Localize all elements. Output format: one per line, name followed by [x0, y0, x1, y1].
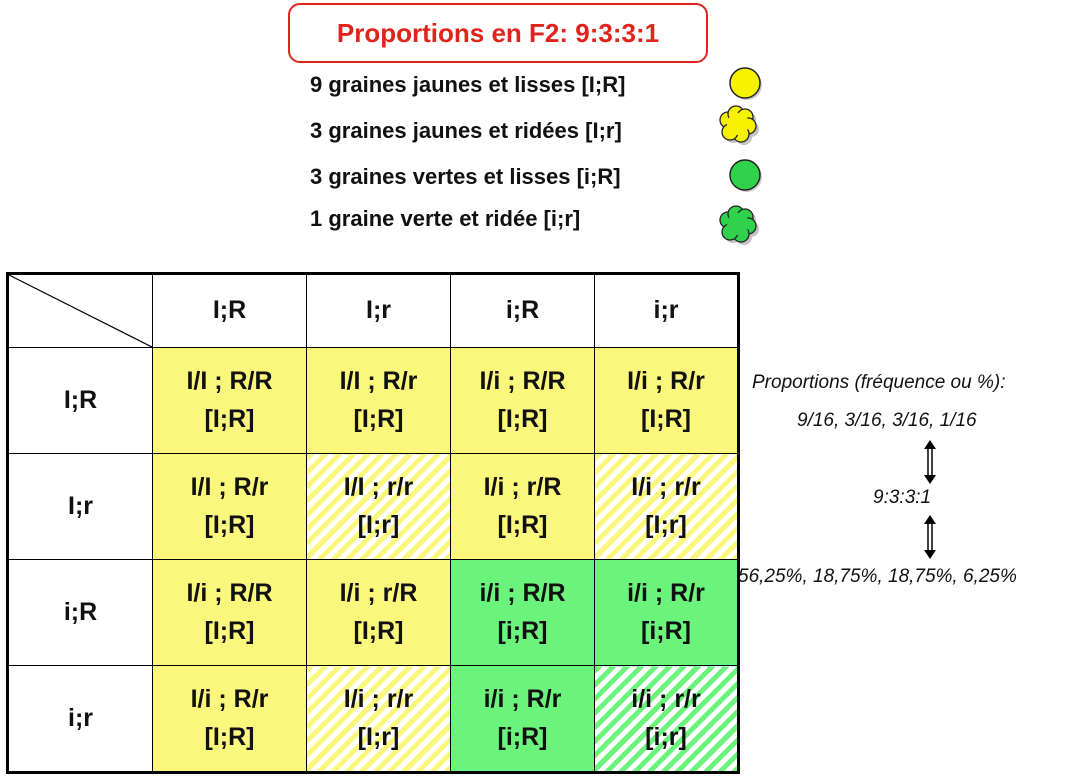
genotype: I/i ; r/r [631, 473, 701, 501]
phenotype: [I;R] [353, 404, 404, 433]
cross-cell: I/i ; R/r [I;R] [594, 347, 739, 454]
table-row: I;r I/I ; R/r [I;R] I/I ; r/r [I;r] I/i ; … [7, 453, 739, 560]
genotype: I/I ; R/R [186, 367, 273, 395]
genotype: I/i ; R/r [190, 685, 269, 713]
cross-cell: I/I ; R/R [I;R] [152, 347, 307, 454]
yellow-wrinkled-pea-icon [719, 105, 759, 145]
cross-cell: I/i ; r/r [I;r] [306, 665, 451, 773]
row-header: I;R [7, 347, 153, 454]
ratio-text: 9:3:3:1 [873, 487, 932, 508]
genotype: i/i ; r/r [631, 685, 701, 713]
genotype: I/i ; R/r [627, 367, 705, 395]
header-row: I;R I;r i;R i;r [7, 273, 739, 348]
column-header: i;R [450, 273, 595, 348]
punnett-square: I;R I;r i;R i;r I;R I/I ; R/R [I;R] I/I ;… [6, 272, 740, 774]
phenotype: [I;R] [353, 616, 404, 645]
legend-text: 3 graines jaunes et ridées [I;r] [310, 118, 622, 143]
row-header: i;R [7, 559, 153, 666]
table-row: I;R I/I ; R/R [I;R] I/I ; R/r [I;R] I/i ; … [7, 347, 739, 454]
legend-text: 9 graines jaunes et lisses [I;R] [310, 72, 626, 97]
phenotype: [I;R] [204, 510, 255, 539]
cross-cell: I/I ; R/r [I;R] [306, 347, 451, 454]
phenotype: [I;r] [645, 510, 687, 539]
legend-text: 3 graines vertes et lisses [i;R] [310, 164, 621, 189]
cross-cell: I/I ; R/r [I;R] [152, 453, 307, 560]
genotype: I/i ; r/r [343, 685, 414, 713]
row-header: i;r [7, 665, 153, 773]
corner-cell [7, 273, 153, 348]
cross-cell: i/i ; r/r [i;r] [594, 665, 739, 773]
legend-row-yellow-smooth: 9 graines jaunes et lisses [I;R] [310, 66, 770, 106]
cross-cell: I/i ; r/R [I;R] [450, 453, 595, 560]
legend-row-yellow-wrinkled: 3 graines jaunes et ridées [I;r] [310, 105, 770, 152]
legend-row-green-wrinkled: 1 graine verte et ridée [i;r] [310, 200, 770, 245]
phenotype: [I;R] [497, 510, 548, 539]
phenotype: [i;R] [497, 722, 548, 751]
double-arrow-icon [924, 515, 936, 559]
green-wrinkled-pea-icon [719, 205, 759, 245]
phenotype: [I;R] [204, 404, 255, 433]
genotype: I/i ; r/R [483, 473, 562, 501]
cross-cell: I/i ; R/R [I;R] [450, 347, 595, 454]
cross-cell: i/i ; R/R [i;R] [450, 559, 595, 666]
column-header: I;r [306, 273, 451, 348]
cross-cell: I/i ; r/r [I;r] [594, 453, 739, 560]
percents-text: 56,25%, 18,75%, 18,75%, 6,25% [738, 566, 1017, 587]
genotype: i/i ; R/r [483, 685, 562, 713]
genotype: I/I ; r/r [343, 473, 414, 501]
cross-cell: I/i ; R/R [I;R] [152, 559, 307, 666]
phenotype: [I;R] [497, 404, 548, 433]
row-header: I;r [7, 453, 153, 560]
genotype: i/i ; R/R [479, 579, 566, 607]
fractions-text: 9/16, 3/16, 3/16, 1/16 [797, 410, 977, 431]
table-row: i;R I/i ; R/R [I;R] I/i ; r/R [I;R] i/i ; … [7, 559, 739, 666]
phenotype: [i;R] [497, 616, 548, 645]
genotype: I/i ; R/R [186, 579, 273, 607]
column-header: I;R [152, 273, 307, 348]
phenotype: [I;R] [641, 404, 691, 433]
legend-text: 1 graine verte et ridée [i;r] [310, 206, 581, 231]
phenotype: [I;r] [357, 510, 400, 539]
double-arrow-icon [924, 440, 936, 484]
phenotype: [i;r] [645, 722, 687, 751]
genotype: I/I ; R/r [339, 367, 418, 395]
cross-cell: i/i ; R/r [i;R] [594, 559, 739, 666]
phenotype: [i;R] [641, 616, 691, 645]
cross-cell: I/i ; r/R [I;R] [306, 559, 451, 666]
phenotype: [I;R] [204, 616, 255, 645]
phenotype: [I;R] [204, 722, 255, 751]
phenotype: [I;r] [357, 722, 400, 751]
green-smooth-pea-icon [729, 159, 762, 192]
legend-row-green-smooth: 3 graines vertes et lisses [i;R] [310, 158, 770, 198]
title-box: Proportions en F2: 9:3:3:1 [288, 3, 708, 63]
cross-cell: I/i ; R/r [I;R] [152, 665, 307, 773]
column-header: i;r [594, 273, 739, 348]
genotype: I/I ; R/r [190, 473, 269, 501]
diagonal-line [9, 275, 152, 347]
genotype: I/i ; R/R [479, 367, 566, 395]
cross-cell: I/I ; r/r [I;r] [306, 453, 451, 560]
genotype: I/i ; r/R [339, 579, 418, 607]
table-row: i;r I/i ; R/r [I;R] I/i ; r/r [I;r] i/i ; … [7, 665, 739, 773]
page-title: Proportions en F2: 9:3:3:1 [336, 17, 660, 48]
yellow-smooth-pea-icon [729, 67, 762, 100]
cross-cell: i/i ; R/r [i;R] [450, 665, 595, 773]
genotype: i/i ; R/r [627, 579, 705, 607]
proportions-heading: Proportions (fréquence ou %): [752, 372, 1006, 393]
